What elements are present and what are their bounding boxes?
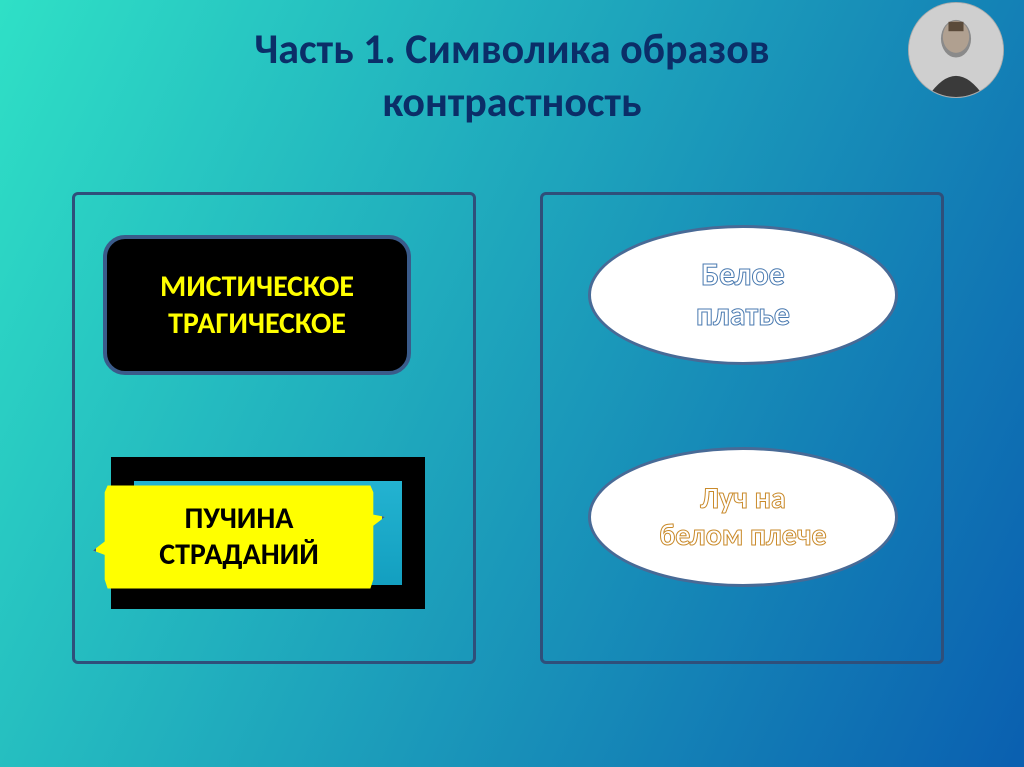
- ellipse-white-dress: Белое платье: [588, 225, 898, 365]
- mystic-box: МИСТИЧЕСКОЕ ТРАГИЧЕСКОЕ: [103, 235, 411, 375]
- ellipse2-line1: Луч на: [700, 480, 786, 518]
- ellipse2-line2: белом плече: [659, 517, 826, 555]
- title-line2: контрастность: [382, 77, 641, 128]
- portrait-image: [908, 2, 1004, 98]
- title-line1: Часть 1. Символика образов: [254, 24, 769, 75]
- callout-line1: ПУЧИНА: [185, 501, 294, 537]
- ellipse1-line1: Белое: [701, 255, 785, 295]
- mystic-line2: ТРАГИЧЕСКОЕ: [168, 305, 346, 342]
- callout-line2: СТРАДАНИЙ: [159, 537, 319, 573]
- right-panel: Белое платье Луч на белом плече: [540, 192, 944, 664]
- ellipse-ray-shoulder: Луч на белом плече: [588, 447, 898, 587]
- left-panel: МИСТИЧЕСКОЕ ТРАГИЧЕСКОЕ ПУЧИНА СТРАДАНИЙ: [72, 192, 476, 664]
- portrait-icon: [909, 3, 1003, 97]
- ellipse1-line2: платье: [696, 295, 790, 335]
- yellow-callout: ПУЧИНА СТРАДАНИЙ: [93, 481, 385, 593]
- slide: Часть 1. Символика образов контрастность…: [0, 0, 1024, 767]
- mystic-line1: МИСТИЧЕСКОЕ: [160, 268, 354, 305]
- slide-title: Часть 1. Символика образов контрастность: [0, 24, 1024, 129]
